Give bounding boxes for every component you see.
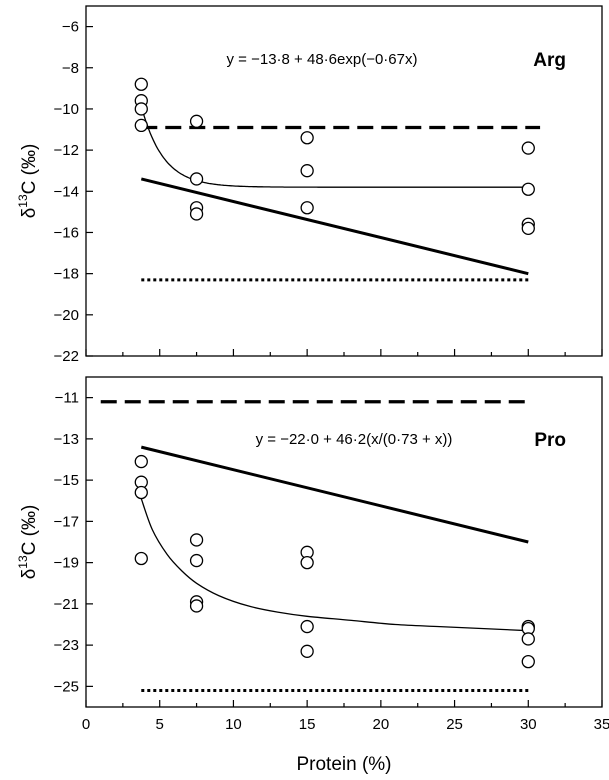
data-point-arg-14 bbox=[521, 221, 535, 236]
data-point-pro-15 bbox=[521, 654, 535, 669]
y-ticks-arg: −6 −8 −10 −12 −14 −16 −18 −20 −22 bbox=[54, 19, 93, 365]
y-tick-label-pro-5: −21 bbox=[54, 596, 79, 613]
y-axis-title-pro: δ13C (‰) bbox=[16, 505, 40, 580]
panel-label-pro: Pro bbox=[534, 430, 566, 451]
y-tick-label-arg-5: −16 bbox=[54, 224, 79, 241]
y-tick-label-pro-3: −17 bbox=[54, 513, 79, 530]
data-point-pro-10 bbox=[300, 619, 314, 634]
data-point-arg-5 bbox=[189, 172, 204, 186]
data-point-pro-7 bbox=[189, 599, 204, 613]
equation-pro: y = −22·0 + 46·2(x/(0·73 + x)) bbox=[256, 431, 453, 448]
data-point-arg-2 bbox=[134, 102, 148, 116]
y-tick-label-arg-7: −20 bbox=[54, 307, 79, 324]
y-tick-label-arg-1: −8 bbox=[62, 60, 79, 77]
data-point-arg-3 bbox=[134, 118, 148, 133]
x-tick-label-5: 25 bbox=[446, 716, 463, 733]
panel-label-arg: Arg bbox=[533, 50, 566, 71]
y-axis-title-prefix-pro: δ bbox=[19, 569, 40, 580]
solid-line-pro bbox=[140, 445, 529, 544]
y-tick-label-arg-4: −14 bbox=[54, 183, 79, 200]
points-arg bbox=[134, 77, 535, 236]
points-pro bbox=[134, 454, 535, 669]
x-tick-label-0: 0 bbox=[82, 716, 90, 733]
y-tick-label-arg-6: −18 bbox=[54, 266, 79, 283]
data-point-pro-0 bbox=[134, 454, 148, 469]
data-point-arg-7 bbox=[189, 207, 204, 221]
data-point-pro-14 bbox=[521, 632, 535, 646]
data-point-pro-11 bbox=[300, 644, 314, 658]
y-tick-label-pro-7: −25 bbox=[54, 678, 79, 695]
data-point-arg-4 bbox=[189, 114, 204, 128]
data-point-pro-3 bbox=[134, 551, 148, 566]
equation-arg: y = −13·8 + 48·6exp(−0·67x) bbox=[227, 51, 418, 68]
data-point-arg-10 bbox=[300, 201, 314, 215]
y-tick-label-arg-0: −6 bbox=[62, 19, 79, 36]
y-ticks-pro: −11 −13 −15 −17 −19 −21 −23 −25 bbox=[54, 390, 93, 695]
reference-lines-arg bbox=[140, 125, 541, 282]
data-point-arg-8 bbox=[300, 131, 314, 145]
solid-line-arg bbox=[140, 177, 529, 276]
y-tick-label-pro-4: −19 bbox=[54, 555, 79, 572]
y-tick-label-arg-8: −22 bbox=[54, 348, 79, 365]
x-ticks-arg bbox=[85, 349, 603, 356]
x-tick-label-6: 30 bbox=[520, 716, 537, 733]
y-axis-title-sup-pro: 13 bbox=[16, 555, 30, 569]
x-tick-label-1: 5 bbox=[156, 716, 164, 733]
data-point-arg-9 bbox=[300, 164, 314, 178]
y-tick-label-pro-6: −23 bbox=[54, 637, 79, 654]
fit-curve-arg bbox=[140, 105, 528, 188]
y-axis-title-suffix-arg: C (‰) bbox=[19, 144, 40, 195]
panel-arg: −6 −8 −10 −12 −14 −16 −18 −20 −22 y = −13·8 + 48… bbox=[16, 5, 603, 365]
y-tick-label-pro-1: −13 bbox=[54, 431, 79, 448]
fit-line-pro bbox=[140, 498, 529, 632]
reference-lines-pro bbox=[100, 400, 529, 692]
y-tick-label-arg-2: −10 bbox=[54, 101, 79, 118]
data-point-pro-5 bbox=[189, 553, 204, 568]
y-axis-title-suffix-pro: C (‰) bbox=[19, 505, 40, 556]
panel-pro: −11−13−15−17−19−21−23−25 0 5 10 15 20 25 30 35 … bbox=[16, 376, 609, 775]
data-point-pro-4 bbox=[189, 533, 204, 547]
x-tick-label-7: 35 bbox=[594, 716, 609, 733]
fit-line-arg bbox=[140, 105, 528, 188]
data-point-arg-11 bbox=[521, 141, 535, 155]
x-tick-label-2: 10 bbox=[225, 716, 242, 733]
y-tick-label-pro-0: −11 bbox=[55, 390, 79, 407]
x-tick-label-3: 15 bbox=[299, 716, 316, 733]
data-point-pro-9 bbox=[300, 555, 314, 570]
data-point-arg-0 bbox=[134, 77, 148, 91]
y-tick-label-pro-2: −15 bbox=[54, 472, 79, 489]
y-axis-title-sup-arg: 13 bbox=[16, 194, 30, 208]
x-ticks-pro: 0 5 10 15 20 25 30 35 bbox=[82, 700, 609, 733]
data-point-arg-12 bbox=[521, 182, 535, 196]
data-point-pro-2 bbox=[134, 485, 148, 500]
y-tick-label-arg-3: −12 bbox=[54, 142, 79, 159]
y-axis-title-prefix-arg: δ bbox=[19, 208, 40, 219]
y-axis-title-arg: δ13C (‰) bbox=[16, 144, 40, 219]
x-axis-title: Protein (%) bbox=[296, 754, 391, 775]
x-tick-label-4: 20 bbox=[373, 716, 390, 733]
fit-curve-pro bbox=[140, 498, 529, 632]
